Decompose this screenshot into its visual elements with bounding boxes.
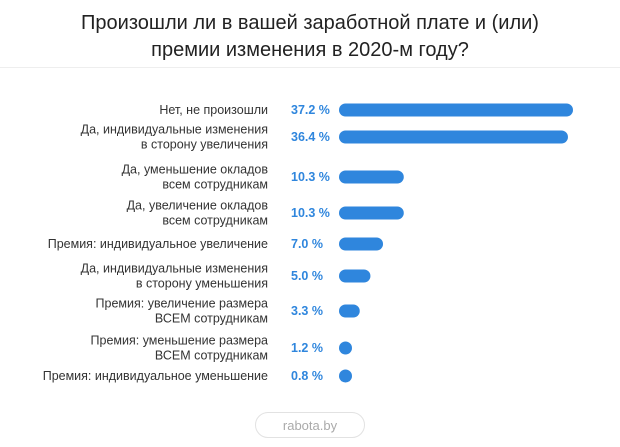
category-label-line: Да, индивидуальные изменения xyxy=(81,262,268,276)
category-label: Да, индивидуальные изменения в сторону ум… xyxy=(81,262,268,291)
chart-title-line-1: Произошли ли в вашей заработной плате и … xyxy=(81,12,539,34)
bar xyxy=(339,237,384,251)
category-label: Да, индивидуальные изменения в сторону ув… xyxy=(81,123,268,152)
value-label: 3.3 % xyxy=(291,304,323,318)
bar xyxy=(339,369,352,383)
category-label-line: Нет, не произошли xyxy=(159,103,268,117)
bar xyxy=(339,170,404,184)
category-label-line: Премия: уменьшение размера xyxy=(91,334,269,348)
category-label-line: Да, увеличение окладов xyxy=(127,199,269,213)
category-label: Да, увеличение окладов всем сотрудникам xyxy=(127,199,269,228)
category-label-line: всем сотрудникам xyxy=(162,214,268,228)
category-label-line: в сторону уменьшения xyxy=(136,277,268,291)
bar xyxy=(339,304,360,318)
value-label: 10.3 % xyxy=(291,206,330,220)
category-label: Да, уменьшение окладов всем сотрудникам xyxy=(122,163,269,192)
title-divider xyxy=(0,67,620,68)
category-label-line: ВСЕМ сотрудникам xyxy=(155,349,268,363)
bar xyxy=(339,341,352,355)
category-label-line: в сторону увеличения xyxy=(141,138,268,152)
category-label: Премия: уменьшение размера ВСЕМ сотрудник… xyxy=(91,334,269,363)
category-label: Премия: индивидуальное уменьшение xyxy=(43,369,268,383)
category-label-line: Да, уменьшение окладов xyxy=(122,163,269,177)
chart-title-line-2: премии изменения в 2020-м году? xyxy=(151,39,469,61)
value-label: 37.2 % xyxy=(291,103,330,117)
value-label: 10.3 % xyxy=(291,170,330,184)
bar xyxy=(339,103,573,117)
value-label: 7.0 % xyxy=(291,237,323,251)
category-label-line: ВСЕМ сотрудникам xyxy=(155,312,268,326)
category-label-line: Премия: индивидуальное увеличение xyxy=(48,237,268,251)
category-label: Премия: индивидуальное увеличение xyxy=(48,237,268,251)
category-label-line: Да, индивидуальные изменения xyxy=(81,123,268,137)
category-label-line: Премия: индивидуальное уменьшение xyxy=(43,369,268,383)
value-label: 36.4 % xyxy=(291,130,330,144)
category-label: Нет, не произошли xyxy=(159,103,268,117)
category-label-line: Премия: увеличение размера xyxy=(96,297,269,311)
bar xyxy=(339,206,404,220)
value-label: 1.2 % xyxy=(291,341,323,355)
value-label: 0.8 % xyxy=(291,369,323,383)
value-label: 5.0 % xyxy=(291,269,323,283)
category-label: Премия: увеличение размера ВСЕМ сотрудник… xyxy=(96,297,269,326)
category-label-line: всем сотрудникам xyxy=(162,178,268,192)
source-badge: rabota.by xyxy=(255,412,365,438)
bar xyxy=(339,130,568,144)
chart-title: Произошли ли в вашей заработной плате и … xyxy=(0,10,620,64)
bar xyxy=(339,269,371,283)
